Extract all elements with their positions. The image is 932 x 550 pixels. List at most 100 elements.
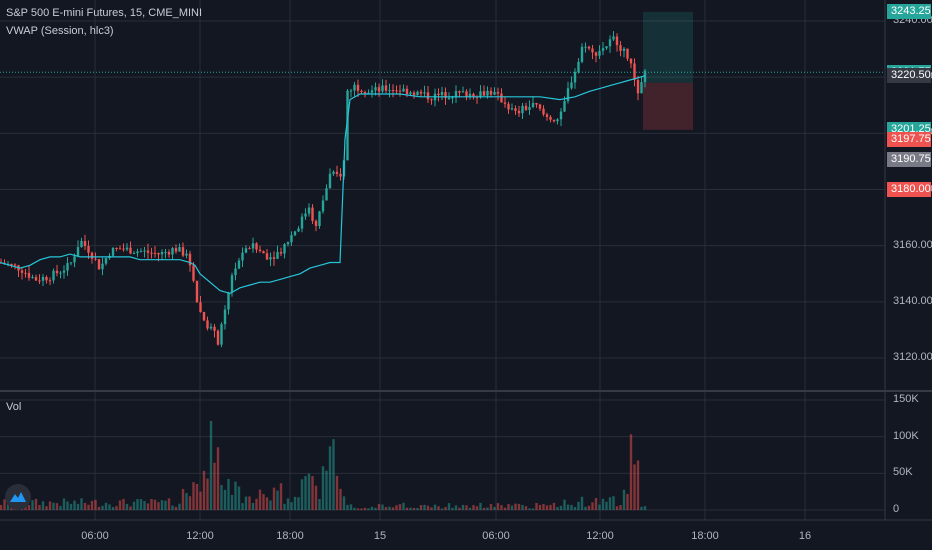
volume-bar — [570, 504, 573, 510]
time-tick-label: 18:00 — [691, 530, 719, 542]
candle-body — [458, 91, 461, 93]
candle-body — [423, 92, 426, 94]
candle-body — [349, 90, 353, 92]
candle-body — [626, 48, 629, 59]
volume-bar — [223, 489, 227, 510]
volume-bar — [367, 508, 370, 510]
volume-bar — [0, 504, 3, 510]
candle-body — [314, 220, 318, 226]
volume-bar — [524, 506, 528, 510]
candle-body — [178, 247, 181, 252]
candle-body — [416, 91, 419, 96]
volume-bar — [465, 505, 468, 510]
volume-bar — [587, 505, 591, 510]
volume-legend[interactable]: Vol — [6, 401, 22, 413]
candle-body — [479, 91, 482, 98]
volume-bar — [279, 483, 283, 510]
candle-body — [150, 252, 153, 254]
candle-body — [269, 257, 272, 260]
candle-body — [409, 92, 412, 95]
candle-body — [31, 277, 34, 279]
candle-body — [199, 302, 202, 313]
candle-body — [514, 108, 517, 111]
time-tick-label: 12:00 — [186, 530, 214, 542]
time-tick-label: 18:00 — [276, 530, 304, 542]
candle-body — [605, 46, 608, 49]
volume-bar — [300, 479, 304, 510]
candle-body — [615, 36, 619, 46]
candle-body — [377, 87, 381, 92]
candle-body — [38, 280, 41, 282]
candle-body — [391, 90, 395, 92]
candle-body — [601, 48, 605, 51]
volume-bar — [538, 504, 542, 510]
volume-bar — [185, 493, 188, 510]
candle-body — [111, 247, 115, 256]
candle-body — [69, 262, 73, 264]
position-target-zone[interactable] — [643, 11, 693, 83]
volume-bar — [202, 470, 206, 510]
candle-body — [521, 105, 524, 114]
volume-bar — [293, 496, 297, 510]
volume-bar — [104, 502, 108, 510]
volume-bar — [108, 504, 111, 510]
volume-bar — [423, 504, 426, 510]
candle-body — [45, 277, 48, 281]
candle-body — [636, 80, 640, 94]
candle-body — [612, 36, 615, 40]
candle-body — [346, 90, 349, 161]
tradingview-logo-icon[interactable] — [5, 484, 31, 510]
price-tick-label: 3160.00 — [893, 238, 932, 251]
volume-bar — [90, 500, 94, 510]
candle-body — [20, 270, 24, 273]
volume-bar — [353, 507, 356, 510]
candle-body — [209, 326, 213, 329]
candle-body — [538, 104, 542, 109]
candle-body — [619, 45, 622, 51]
candle-body — [552, 119, 556, 122]
chart-title[interactable]: S&P 500 E-mini Futures, 15, CME_MINI — [6, 7, 203, 19]
candle-body — [101, 263, 104, 270]
candle-body — [248, 248, 251, 250]
price-badge: 3180.00 — [887, 182, 931, 197]
volume-bar — [171, 505, 174, 510]
volume-bar — [34, 498, 38, 510]
candle-body — [136, 251, 139, 254]
volume-bar — [566, 504, 570, 510]
candle-body — [262, 251, 265, 254]
volume-bar — [286, 498, 290, 510]
candle-body — [62, 270, 66, 273]
volume-bar — [332, 439, 335, 510]
candle-body — [164, 252, 167, 254]
volume-bar — [262, 494, 265, 510]
volume-bar — [192, 482, 195, 510]
candle-body — [465, 91, 468, 98]
volume-bar — [398, 504, 402, 510]
position-stop-zone[interactable] — [643, 82, 693, 130]
candle-body — [332, 171, 335, 174]
volume-bar — [496, 503, 500, 510]
volume-bar — [521, 504, 524, 510]
vwap-legend[interactable]: VWAP (Session, hlc3) — [6, 25, 114, 37]
candle-body — [241, 252, 244, 261]
volume-bar — [363, 507, 367, 510]
candle-body — [34, 277, 38, 281]
candle-body — [24, 272, 27, 274]
volume-bar — [167, 498, 171, 510]
candle-body — [171, 248, 174, 255]
volume-bar — [486, 507, 489, 510]
volume-bar — [237, 486, 241, 510]
candle-body — [122, 248, 125, 250]
candle-body — [328, 173, 332, 189]
volume-bar — [122, 498, 125, 510]
candle-body — [412, 92, 416, 96]
candle-body — [304, 213, 307, 217]
candle-body — [129, 247, 132, 254]
volume-bar — [584, 506, 587, 510]
volume-bar — [31, 500, 34, 510]
volume-series — [0, 420, 647, 510]
volume-bar — [181, 488, 185, 510]
candle-body — [143, 250, 146, 252]
candle-body — [230, 275, 234, 293]
